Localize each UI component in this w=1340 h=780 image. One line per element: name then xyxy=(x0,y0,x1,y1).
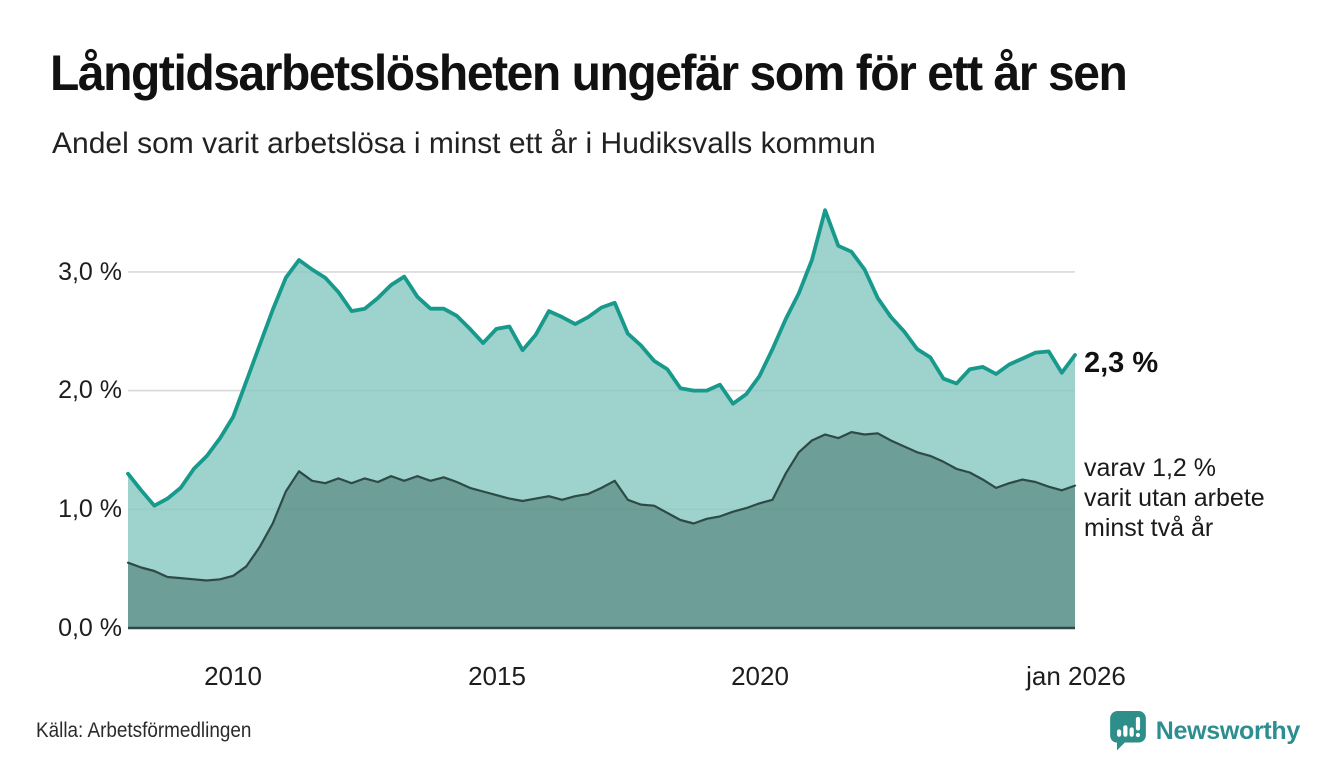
y-axis-tick-2: 2,0 % xyxy=(58,376,122,404)
line-series-1 xyxy=(126,431,1077,582)
x-axis-tick-2010: 2010 xyxy=(204,661,262,691)
x-axis-tick-jan-2026: jan 2026 xyxy=(1026,661,1126,691)
y-axis-tick-3: 3,0 % xyxy=(58,258,122,286)
x-axis-tick-2020: 2020 xyxy=(731,661,789,691)
chart-title: Långtidsarbetslösheten ungefär som för e… xyxy=(50,45,1128,101)
annotation-line-3: minst två år xyxy=(1084,514,1214,542)
y-axis-tick-0: 0,0 % xyxy=(58,614,122,642)
area-fill-series-1 xyxy=(128,432,1075,628)
newsworthy-wordmark: Newsworthy xyxy=(1155,716,1301,745)
latest-value-label: 2,3 % xyxy=(1084,347,1159,379)
annotation-line-2: varit utan arbete xyxy=(1084,484,1265,512)
y-axis-tick-1: 1,0 % xyxy=(58,495,122,523)
line-series-0 xyxy=(126,208,1077,508)
x-axis-tick-2015: 2015 xyxy=(468,661,526,691)
annotation-line-1: varav 1,2 % xyxy=(1084,454,1217,482)
newsworthy-logo: Newsworthy xyxy=(1109,710,1300,752)
secondary-series-annotation: varav 1,2 % varit utan arbete minst två … xyxy=(1084,453,1265,543)
newsworthy-bubble-chart-icon xyxy=(1109,711,1146,751)
chart-subtitle: Andel som varit arbetslösa i minst ett å… xyxy=(52,127,876,160)
source-credit: Källa: Arbetsförmedlingen xyxy=(36,719,252,742)
